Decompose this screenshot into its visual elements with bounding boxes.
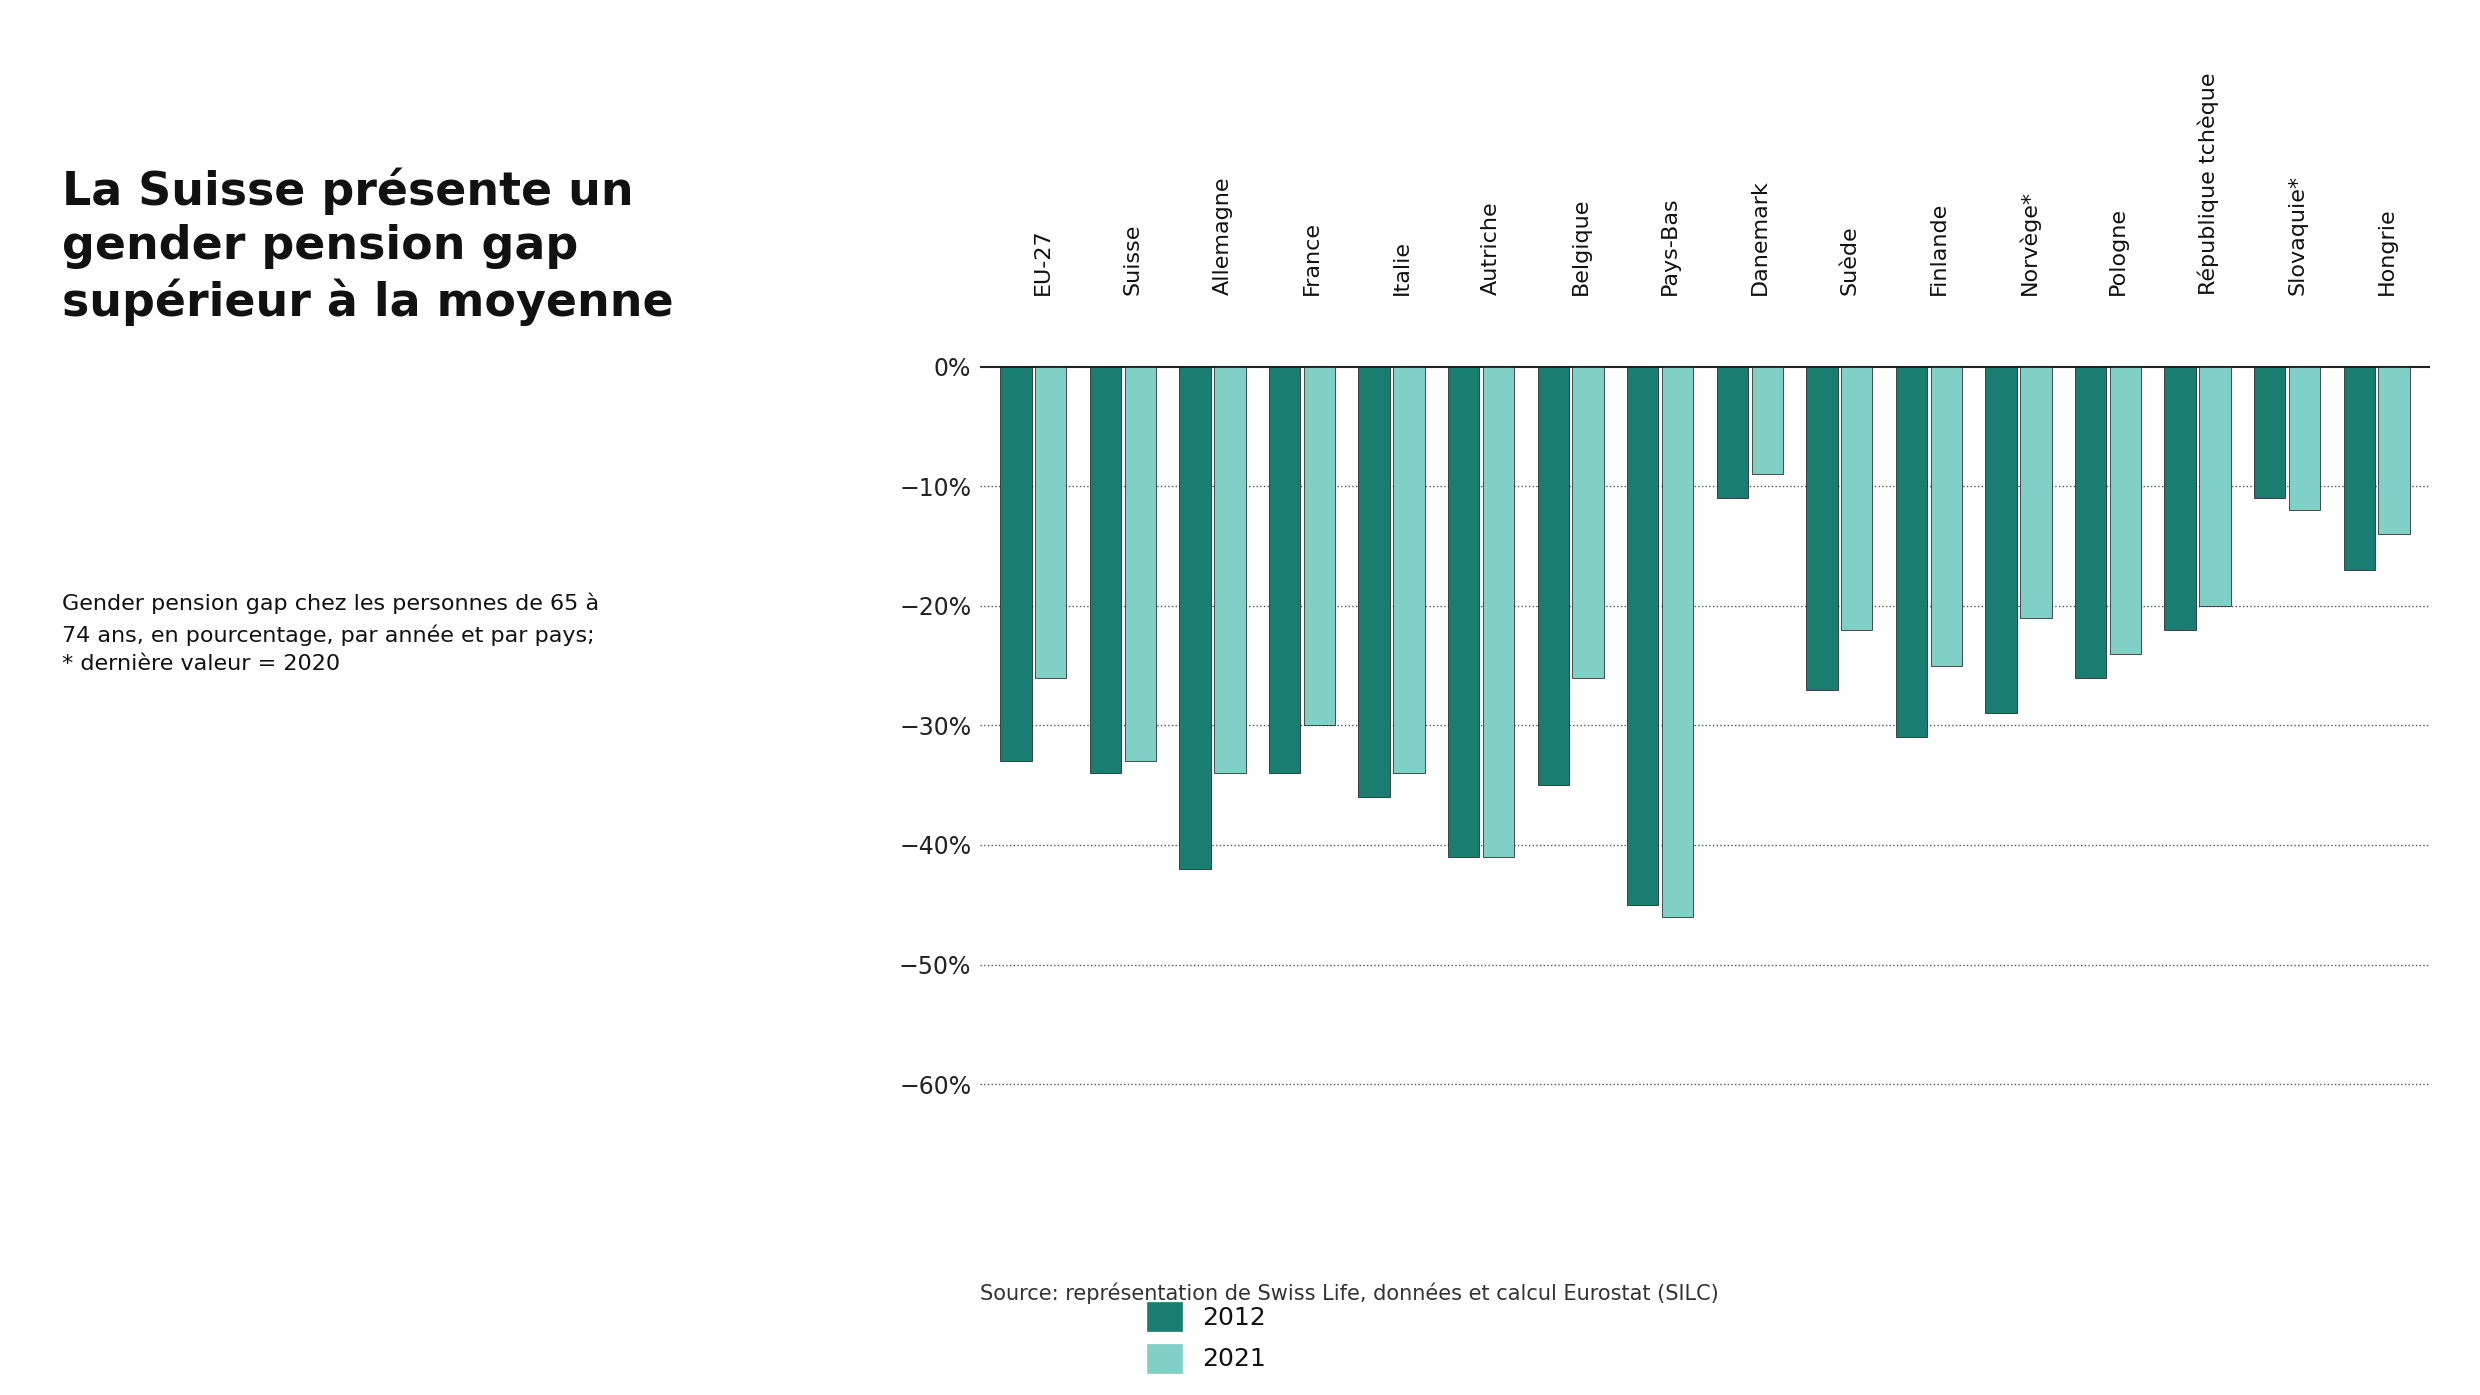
Bar	[1805, 367, 1838, 689]
Legend: 2012, 2021: 2012, 2021	[1138, 1292, 1275, 1382]
Bar	[2021, 367, 2051, 618]
Bar	[1572, 367, 1605, 678]
Bar	[1929, 367, 1962, 665]
Bar	[2344, 367, 2376, 571]
Bar	[1840, 367, 1872, 629]
Bar	[2254, 367, 2287, 498]
Bar	[1448, 367, 1478, 857]
Bar	[1716, 367, 1748, 498]
Bar	[1986, 367, 2016, 713]
Bar	[1483, 367, 1515, 857]
Bar	[1662, 367, 1694, 917]
Bar	[1215, 367, 1245, 773]
Bar	[1180, 367, 1210, 869]
Bar	[2165, 367, 2195, 629]
Bar	[1895, 367, 1927, 738]
Bar	[2289, 367, 2321, 511]
Bar	[1304, 367, 1334, 725]
Bar	[1538, 367, 1570, 785]
Bar	[1627, 367, 1659, 905]
Bar	[1270, 367, 1300, 773]
Bar	[999, 367, 1032, 762]
Bar	[2076, 367, 2106, 678]
Bar	[1359, 367, 1389, 797]
Bar	[2110, 367, 2140, 654]
Bar	[2378, 367, 2411, 534]
Bar	[1751, 367, 1783, 474]
Text: Gender pension gap chez les personnes de 65 à
74 ans, en pourcentage, par année : Gender pension gap chez les personnes de…	[62, 593, 600, 674]
Bar	[1034, 367, 1066, 678]
Bar	[1123, 367, 1156, 762]
Text: La Suisse présente un
gender pension gap
supérieur à la moyenne: La Suisse présente un gender pension gap…	[62, 167, 675, 325]
Bar	[2200, 367, 2230, 605]
Text: Source: représentation de Swiss Life, données et calcul Eurostat (SILC): Source: représentation de Swiss Life, do…	[980, 1283, 1719, 1304]
Bar	[1089, 367, 1121, 773]
Bar	[1394, 367, 1424, 773]
